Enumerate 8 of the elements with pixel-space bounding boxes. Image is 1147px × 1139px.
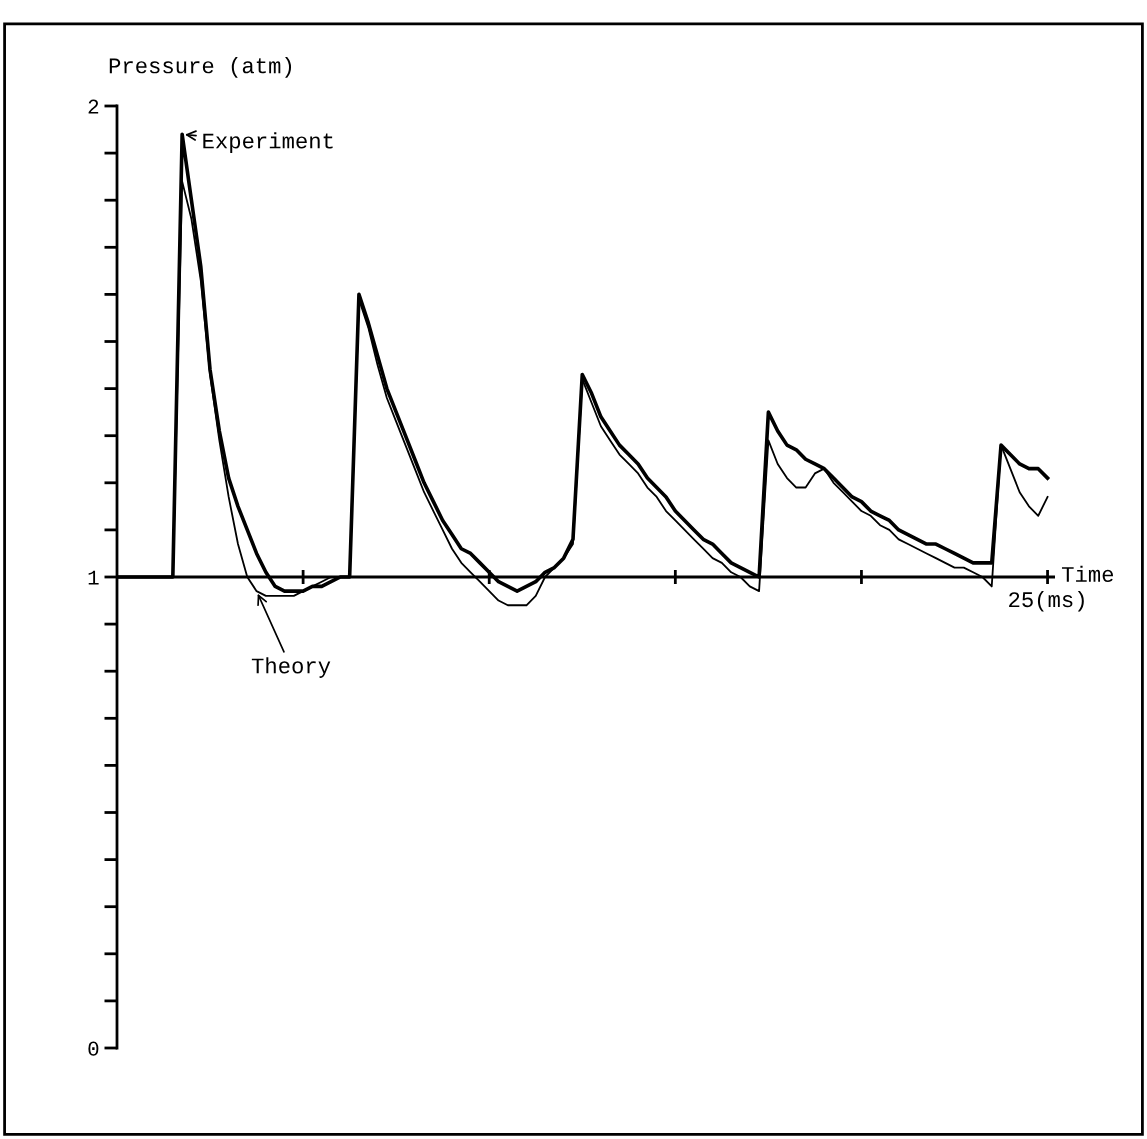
annotation: Theory	[251, 657, 331, 678]
y-axis-title: Pressure (atm)	[109, 57, 292, 78]
y-tick-label: 1	[88, 570, 99, 585]
y-tick-label: 0	[88, 1041, 99, 1056]
annotation: 25(ms)	[1009, 590, 1084, 612]
annotation: Experiment	[203, 132, 333, 153]
x-axis-title: Time	[1061, 565, 1114, 583]
y-tick-label: 2	[88, 99, 99, 114]
